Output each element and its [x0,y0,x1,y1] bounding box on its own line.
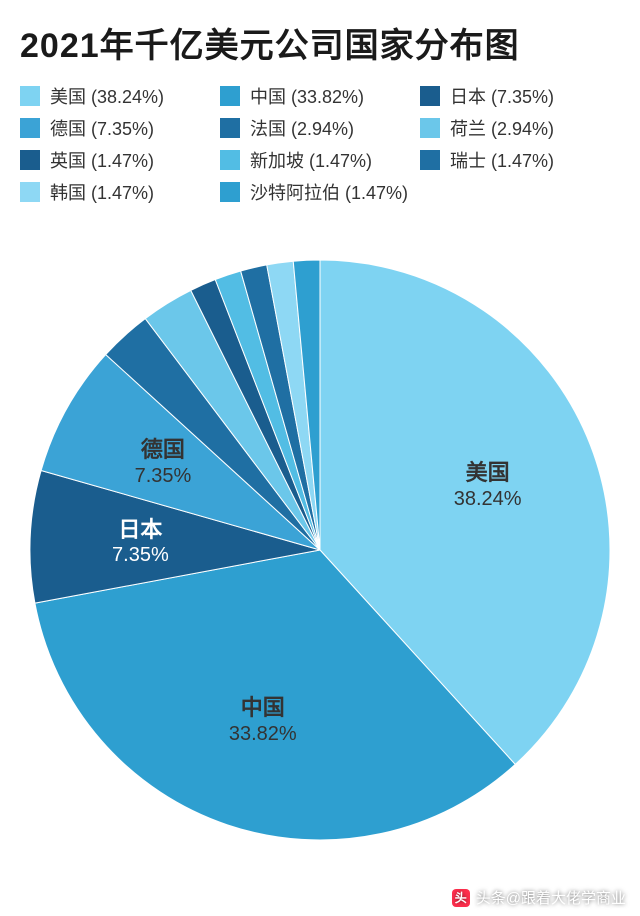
legend-swatch [20,182,40,202]
legend-label: 英国 (1.47%) [50,147,154,173]
legend-item: 美国 (38.24%) [20,83,220,109]
pie-chart: 美国38.24%中国33.82%日本7.35%德国7.35% [0,215,640,855]
legend-swatch [20,118,40,138]
legend-item: 德国 (7.35%) [20,115,220,141]
legend-label: 德国 (7.35%) [50,115,154,141]
legend-label: 沙特阿拉伯 (1.47%) [250,179,408,205]
legend-item: 新加坡 (1.47%) [220,147,420,173]
legend-item: 荷兰 (2.94%) [420,115,620,141]
legend-item: 日本 (7.35%) [420,83,620,109]
legend-swatch [420,118,440,138]
legend-label: 荷兰 (2.94%) [450,115,554,141]
legend-swatch [220,118,240,138]
legend-item: 沙特阿拉伯 (1.47%) [220,179,420,205]
watermark-icon: 头 [452,889,470,907]
legend-item: 韩国 (1.47%) [20,179,220,205]
legend-swatch [220,182,240,202]
legend-item: 瑞士 (1.47%) [420,147,620,173]
legend-item: 英国 (1.47%) [20,147,220,173]
legend-label: 日本 (7.35%) [450,83,554,109]
legend-swatch [420,86,440,106]
legend-label: 新加坡 (1.47%) [250,147,372,173]
legend-item: 法国 (2.94%) [220,115,420,141]
legend-label: 韩国 (1.47%) [50,179,154,205]
legend-swatch [20,86,40,106]
chart-title: 2021年千亿美元公司国家分布图 [0,0,640,75]
legend-label: 瑞士 (1.47%) [450,147,554,173]
legend-swatch [220,150,240,170]
legend-swatch [20,150,40,170]
legend-swatch [420,150,440,170]
legend-label: 美国 (38.24%) [50,83,164,109]
legend-swatch [220,86,240,106]
legend-label: 中国 (33.82%) [250,83,364,109]
legend-item: 中国 (33.82%) [220,83,420,109]
legend: 美国 (38.24%) 中国 (33.82%) 日本 (7.35%) 德国 (7.35… [0,75,640,215]
watermark-text: 头条@跟着大佬学商业 [476,887,626,908]
watermark: 头 头条@跟着大佬学商业 [452,887,626,908]
legend-label: 法国 (2.94%) [250,115,354,141]
